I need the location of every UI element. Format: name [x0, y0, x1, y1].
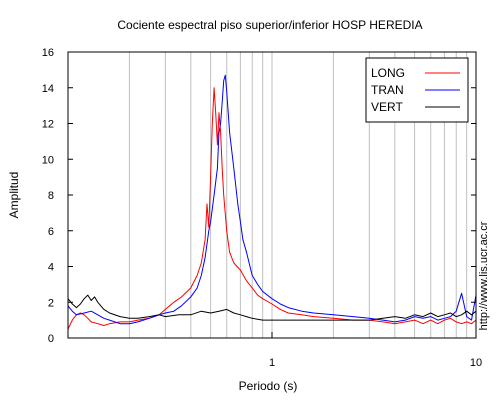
series-lines: [67, 74, 477, 330]
chart-title: Cociente espectral piso superior/inferio…: [117, 18, 422, 32]
y-tick-label: 4: [48, 262, 54, 274]
y-tick-label: 14: [42, 83, 54, 95]
series-line-tran: [67, 74, 477, 325]
legend-box: [365, 57, 469, 123]
legend-label-tran: TRAN: [371, 83, 404, 97]
x-axis-label: Periodo (s): [239, 379, 298, 393]
series-line-long: [67, 87, 477, 330]
y-tick-label: 12: [42, 119, 54, 131]
legend-label-long: LONG: [371, 66, 405, 80]
x-tick-label: 1: [269, 357, 275, 369]
y-tick-label: 6: [48, 226, 54, 238]
y-tick-label: 0: [48, 333, 54, 345]
axes: 0 2 4 6 8 10 12 14 16 1 10: [42, 47, 482, 369]
legend-label-vert: VERT: [371, 100, 403, 114]
y-tick-label: 8: [48, 190, 54, 202]
y-tick-label: 2: [48, 297, 54, 309]
series-line-vert: [67, 294, 477, 321]
legend: LONG TRAN VERT: [365, 57, 469, 123]
side-url-note: http://www.lis.ucr.ac.cr: [478, 221, 490, 330]
y-tick-label: 10: [42, 154, 54, 166]
y-axis-label: Amplitud: [7, 172, 21, 219]
x-tick-label: 10: [470, 357, 482, 369]
y-tick-label: 16: [42, 47, 54, 59]
